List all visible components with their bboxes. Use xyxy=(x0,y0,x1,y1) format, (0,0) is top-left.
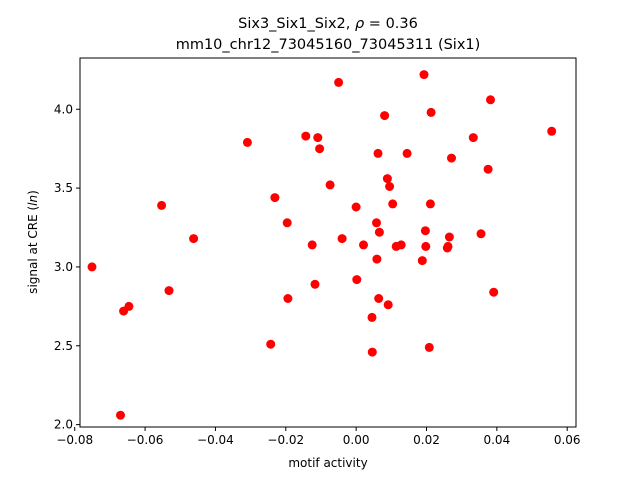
data-point xyxy=(388,199,398,209)
data-point xyxy=(402,148,412,158)
chart-title-line2: mm10_chr12_73045160_73045311 (Six1) xyxy=(176,37,481,53)
y-tick-label: 4.0 xyxy=(54,102,73,116)
y-axis-ticks: 2.0 2.5 3.0 3.5 4.0 xyxy=(54,102,80,432)
data-point xyxy=(189,234,199,244)
y-tick-label: 2.5 xyxy=(54,339,73,353)
x-tick-label: 0.04 xyxy=(483,433,510,447)
data-point xyxy=(124,301,134,311)
y-tick-label: 2.0 xyxy=(54,418,73,432)
data-point xyxy=(334,77,344,87)
data-point xyxy=(383,300,393,310)
data-point xyxy=(283,294,293,303)
data-point xyxy=(242,137,252,147)
data-point xyxy=(352,275,362,285)
data-point xyxy=(351,202,361,212)
data-point xyxy=(382,174,392,184)
data-point xyxy=(443,241,453,251)
data-points xyxy=(87,70,557,420)
data-point xyxy=(426,107,436,117)
data-point xyxy=(372,254,382,264)
chart-title-line1: Six3_Six1_Six2, ρ = 0.36 xyxy=(238,16,418,32)
data-point xyxy=(301,131,311,141)
data-point xyxy=(315,144,325,154)
data-point xyxy=(547,126,557,136)
y-tick-label: 3.0 xyxy=(54,260,73,274)
data-point xyxy=(157,200,167,210)
data-point xyxy=(483,164,493,174)
data-point xyxy=(447,153,456,163)
data-point xyxy=(421,241,431,251)
data-point xyxy=(367,312,377,322)
data-point xyxy=(87,262,97,272)
data-point xyxy=(266,339,276,349)
data-point xyxy=(325,180,335,190)
data-point xyxy=(417,256,427,266)
data-point xyxy=(359,240,368,250)
data-point xyxy=(419,70,429,80)
data-point xyxy=(373,148,383,158)
data-point xyxy=(396,240,406,250)
y-tick-label: 3.5 xyxy=(54,181,73,195)
data-point xyxy=(337,234,347,244)
x-tick-label: −0.08 xyxy=(56,433,93,447)
x-tick-label: −0.06 xyxy=(127,433,164,447)
data-point xyxy=(310,279,320,289)
data-point xyxy=(486,95,495,105)
x-tick-label: 0.00 xyxy=(343,433,370,447)
x-tick-label: −0.04 xyxy=(197,433,234,447)
data-point xyxy=(282,218,292,228)
data-point xyxy=(489,287,499,297)
data-point xyxy=(425,199,435,209)
data-point xyxy=(380,111,390,121)
data-point xyxy=(468,133,478,143)
data-point xyxy=(374,294,384,303)
x-tick-label: 0.02 xyxy=(413,433,440,447)
data-point xyxy=(116,410,125,420)
data-point xyxy=(374,227,384,237)
data-point xyxy=(270,193,280,203)
data-point xyxy=(385,182,395,191)
x-axis-label: motif activity xyxy=(288,456,367,470)
data-point xyxy=(476,229,486,239)
data-point xyxy=(367,347,377,357)
plot-frame xyxy=(79,57,577,428)
x-tick-label: 0.06 xyxy=(554,433,581,447)
x-axis-ticks: −0.08 −0.06 −0.04 −0.02 0.00 0.02 0.04 0.06 xyxy=(56,427,581,447)
data-point xyxy=(313,133,323,143)
data-point xyxy=(307,240,317,250)
data-point xyxy=(164,286,174,296)
y-axis-label: signal at CRE (ln) xyxy=(26,190,40,294)
data-point xyxy=(420,226,430,236)
data-point xyxy=(424,342,434,352)
data-point xyxy=(444,232,454,242)
data-point xyxy=(372,218,381,228)
x-tick-label: −0.02 xyxy=(267,433,304,447)
